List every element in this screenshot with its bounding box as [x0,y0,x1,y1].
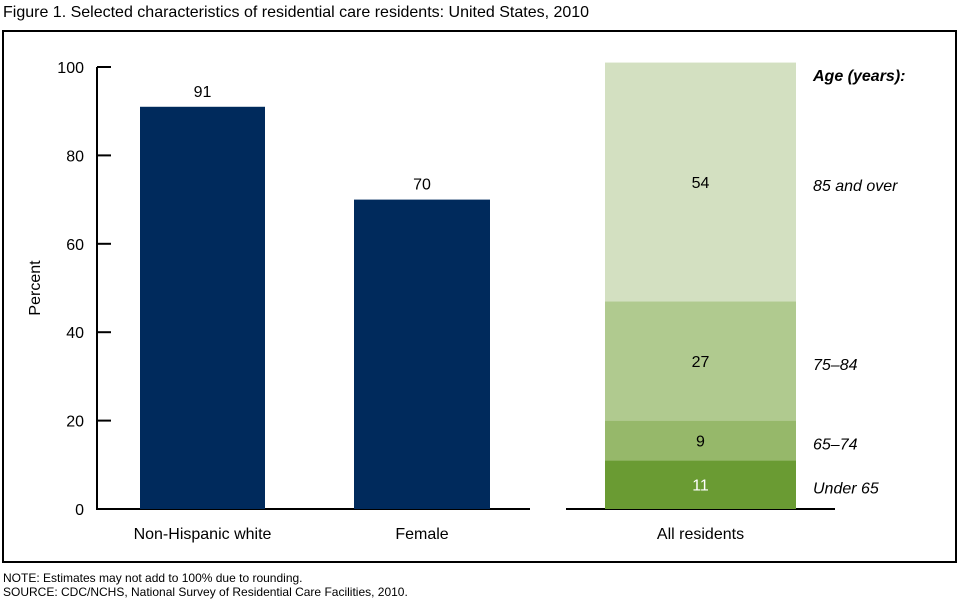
bar-non-hispanic-white [140,106,265,509]
y-axis-label: Percent [27,260,44,316]
segment-data-label: 27 [692,354,710,371]
stack-segment-65-74 [605,420,796,461]
x-category-label: Non-Hispanic white [134,526,272,543]
y-tick-label: 0 [75,502,84,519]
segment-data-label: 54 [692,175,710,192]
footnotes: NOTE: Estimates may not add to 100% due … [3,571,408,599]
legend-title: Age (years): [812,68,905,85]
y-tick-label: 80 [66,148,84,165]
legend-label: 75–84 [813,357,858,374]
stack-segment-85-and-over [605,62,796,302]
y-tick-label: 60 [66,237,84,254]
y-tick-label: 100 [57,60,84,77]
stack-segment-75-84 [605,301,796,421]
segment-data-label: 9 [696,433,705,450]
stacked-bar-chart: 11 Under 65 9 65–74 27 75–84 54 85 and over Age … [566,62,905,543]
bar-data-label: 91 [194,84,212,101]
segment-data-label: 11 [692,478,709,495]
left-bar-chart: 0 20 40 60 80 100 Percent 91 Non-Hispanic white 7… [27,60,530,543]
y-tick-label: 40 [66,325,84,342]
legend-label: 85 and over [813,178,898,195]
legend-label: Under 65 [813,481,879,498]
source-text: SOURCE: CDC/NCHS, National Survey of Res… [3,585,408,599]
x-category-label: Female [395,526,448,543]
chart-frame [2,30,957,563]
note-text: NOTE: Estimates may not add to 100% due … [3,571,303,585]
x-category-label: All residents [657,526,744,543]
bar-female [354,199,490,509]
y-tick-label: 20 [66,414,84,431]
legend-label: 65–74 [813,436,858,453]
figure-title: Figure 1. Selected characteristics of re… [3,4,590,21]
bar-data-label: 70 [413,177,431,194]
stack-segment-under-65 [605,460,796,509]
